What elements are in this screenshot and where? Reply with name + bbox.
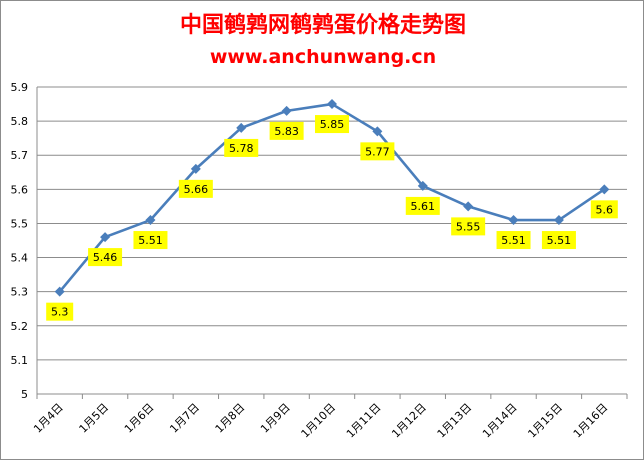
data-label-background: [541, 231, 576, 250]
data-point-marker: [599, 184, 610, 195]
x-tick-label: 1月9日: [258, 401, 293, 436]
x-tick-label: 1月7日: [167, 401, 202, 436]
data-label-background: [178, 179, 213, 198]
data-point-marker: [236, 122, 247, 133]
data-point-marker: [281, 105, 292, 116]
plot-area: 5 5.1 5.2 5.3 5.4 5.5 5.6 5.7 5.8 5.9 1月4日 1月5日 1月6日…: [11, 81, 628, 441]
data-label-background: [360, 142, 395, 161]
data-label-background: [451, 217, 486, 236]
x-tick-label: 1月13日: [435, 401, 475, 441]
data-label: 5.55: [456, 220, 481, 233]
data-label-background: [590, 200, 618, 219]
y-tick-label: 5.5: [11, 217, 29, 230]
data-label: 5.61: [411, 200, 436, 213]
data-point-marker: [372, 126, 383, 137]
data-point-marker: [417, 180, 428, 191]
y-tick-label: 5.1: [11, 354, 29, 367]
data-label: 5.6: [596, 203, 614, 216]
data-point-marker: [553, 215, 564, 226]
y-tick-label: 5.4: [11, 252, 29, 265]
data-point-marker: [463, 201, 474, 212]
x-tick-label: 1月4日: [31, 401, 66, 436]
y-tick-label: 5.8: [11, 115, 29, 128]
x-tick-label: 1月5日: [77, 401, 112, 436]
x-tick-label: 1月10日: [299, 401, 339, 441]
x-tick-label: 1月11日: [344, 401, 384, 441]
data-point-marker: [190, 163, 201, 174]
x-tick-label: 1月16日: [571, 401, 611, 441]
y-tick-label: 5.7: [11, 149, 29, 162]
y-tick-label: 5: [21, 388, 28, 401]
chart-subtitle: www.anchunwang.cn: [210, 46, 436, 68]
y-tick-label: 5.6: [11, 183, 29, 196]
data-point-marker: [54, 286, 65, 297]
y-tick-label: 5.3: [11, 286, 29, 299]
data-label-background: [496, 231, 531, 250]
chart-title: 中国鹌鹑网鹌鹑蛋价格走势图: [180, 12, 466, 38]
data-label: 5.46: [93, 251, 118, 264]
data-point-marker: [508, 215, 519, 226]
x-tick-label: 1月14日: [480, 401, 520, 441]
data-point-marker: [145, 215, 156, 226]
data-label: 5.66: [184, 183, 209, 196]
x-tick-label: 1月12日: [389, 401, 429, 441]
data-label-background: [315, 115, 349, 134]
data-point-marker: [100, 232, 111, 243]
y-tick-label: 5.2: [11, 320, 29, 333]
data-point-marker: [327, 99, 337, 110]
data-label: 5.51: [501, 234, 526, 247]
data-label-background: [269, 121, 304, 140]
data-label: 5.3: [51, 306, 69, 319]
x-tick-label: 1月8日: [213, 401, 248, 436]
data-label-background: [224, 138, 259, 157]
data-label-background: [88, 248, 123, 267]
data-label-background: [405, 196, 440, 215]
x-tick-label: 1月15日: [525, 401, 565, 441]
data-label: 5.78: [229, 142, 254, 155]
data-label-background: [133, 231, 168, 250]
data-label: 5.51: [138, 234, 163, 247]
x-tick-label: 1月6日: [122, 401, 157, 436]
data-label-background: [46, 302, 74, 321]
data-label: 5.83: [274, 125, 299, 138]
y-tick-label: 5.9: [11, 81, 29, 94]
data-label: 5.77: [365, 145, 390, 158]
data-label: 5.85: [320, 118, 345, 131]
data-label: 5.51: [547, 234, 572, 247]
